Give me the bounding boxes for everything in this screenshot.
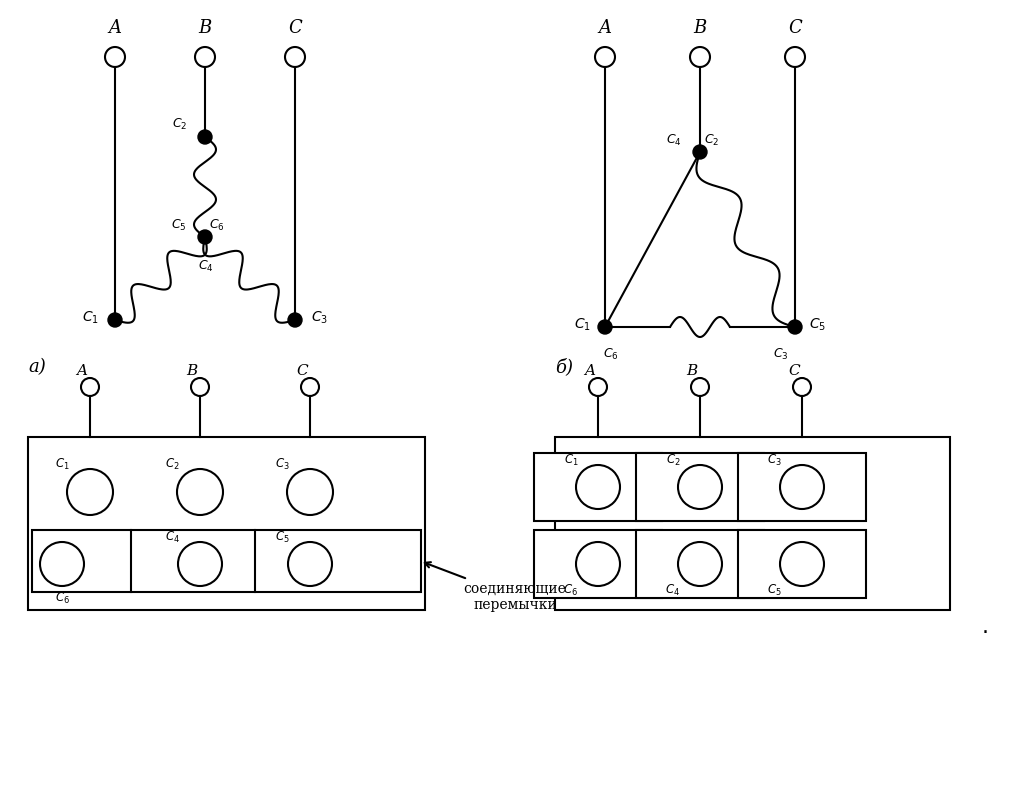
Text: C: C	[788, 19, 802, 37]
Text: .: .	[981, 617, 988, 637]
Circle shape	[788, 320, 802, 334]
Text: $C_4$: $C_4$	[198, 259, 214, 274]
Text: C: C	[788, 364, 800, 378]
Text: $C_3$: $C_3$	[311, 310, 328, 326]
Bar	[534, 453, 662, 521]
Text: a): a)	[28, 358, 46, 376]
Text: A: A	[77, 364, 87, 378]
Text: $C_3$: $C_3$	[274, 457, 290, 473]
Text: $C_2$: $C_2$	[172, 117, 187, 132]
Text: $C_3$: $C_3$	[767, 453, 782, 468]
Text: B: B	[186, 364, 198, 378]
Text: A: A	[598, 19, 611, 37]
Text: соединяющие
перемычки: соединяющие перемычки	[425, 562, 566, 612]
Text: A: A	[109, 19, 122, 37]
Bar	[28, 437, 425, 610]
Text: $C_6$: $C_6$	[54, 591, 70, 606]
Text: $C_5$: $C_5$	[809, 317, 826, 333]
Text: $C_2$: $C_2$	[165, 457, 179, 473]
Circle shape	[693, 145, 707, 159]
Text: $C_4$: $C_4$	[165, 530, 180, 546]
Bar	[534, 530, 662, 598]
Text: $C_6$: $C_6$	[603, 347, 618, 362]
Text: $C_1$: $C_1$	[574, 317, 591, 333]
Text: $C_5$: $C_5$	[768, 583, 782, 598]
Circle shape	[198, 130, 212, 144]
Text: A: A	[585, 364, 596, 378]
Bar	[738, 453, 866, 521]
Text: B: B	[686, 364, 697, 378]
Text: $C_3$: $C_3$	[773, 347, 788, 362]
Bar	[636, 453, 764, 521]
Bar	[32, 530, 421, 592]
Text: $C_6$: $C_6$	[563, 583, 579, 598]
Text: $C_2$: $C_2$	[705, 133, 719, 148]
Text: B: B	[199, 19, 212, 37]
Circle shape	[598, 320, 612, 334]
Text: $C_5$: $C_5$	[171, 218, 187, 233]
Text: $C_4$: $C_4$	[667, 133, 682, 148]
Circle shape	[288, 313, 302, 327]
Bar	[555, 437, 950, 610]
Text: $C_1$: $C_1$	[54, 457, 70, 473]
Bar	[636, 530, 764, 598]
Circle shape	[198, 230, 212, 244]
Text: $C_2$: $C_2$	[666, 453, 680, 468]
Circle shape	[108, 313, 122, 327]
Text: B: B	[693, 19, 707, 37]
Text: C: C	[288, 19, 302, 37]
Text: б): б)	[555, 358, 573, 376]
Bar	[738, 530, 866, 598]
Text: $C_5$: $C_5$	[275, 530, 290, 546]
Text: $C_1$: $C_1$	[82, 310, 99, 326]
Text: C: C	[296, 364, 308, 378]
Text: $C_4$: $C_4$	[666, 583, 680, 598]
Text: $C_6$: $C_6$	[209, 218, 224, 233]
Text: $C_1$: $C_1$	[563, 453, 579, 468]
